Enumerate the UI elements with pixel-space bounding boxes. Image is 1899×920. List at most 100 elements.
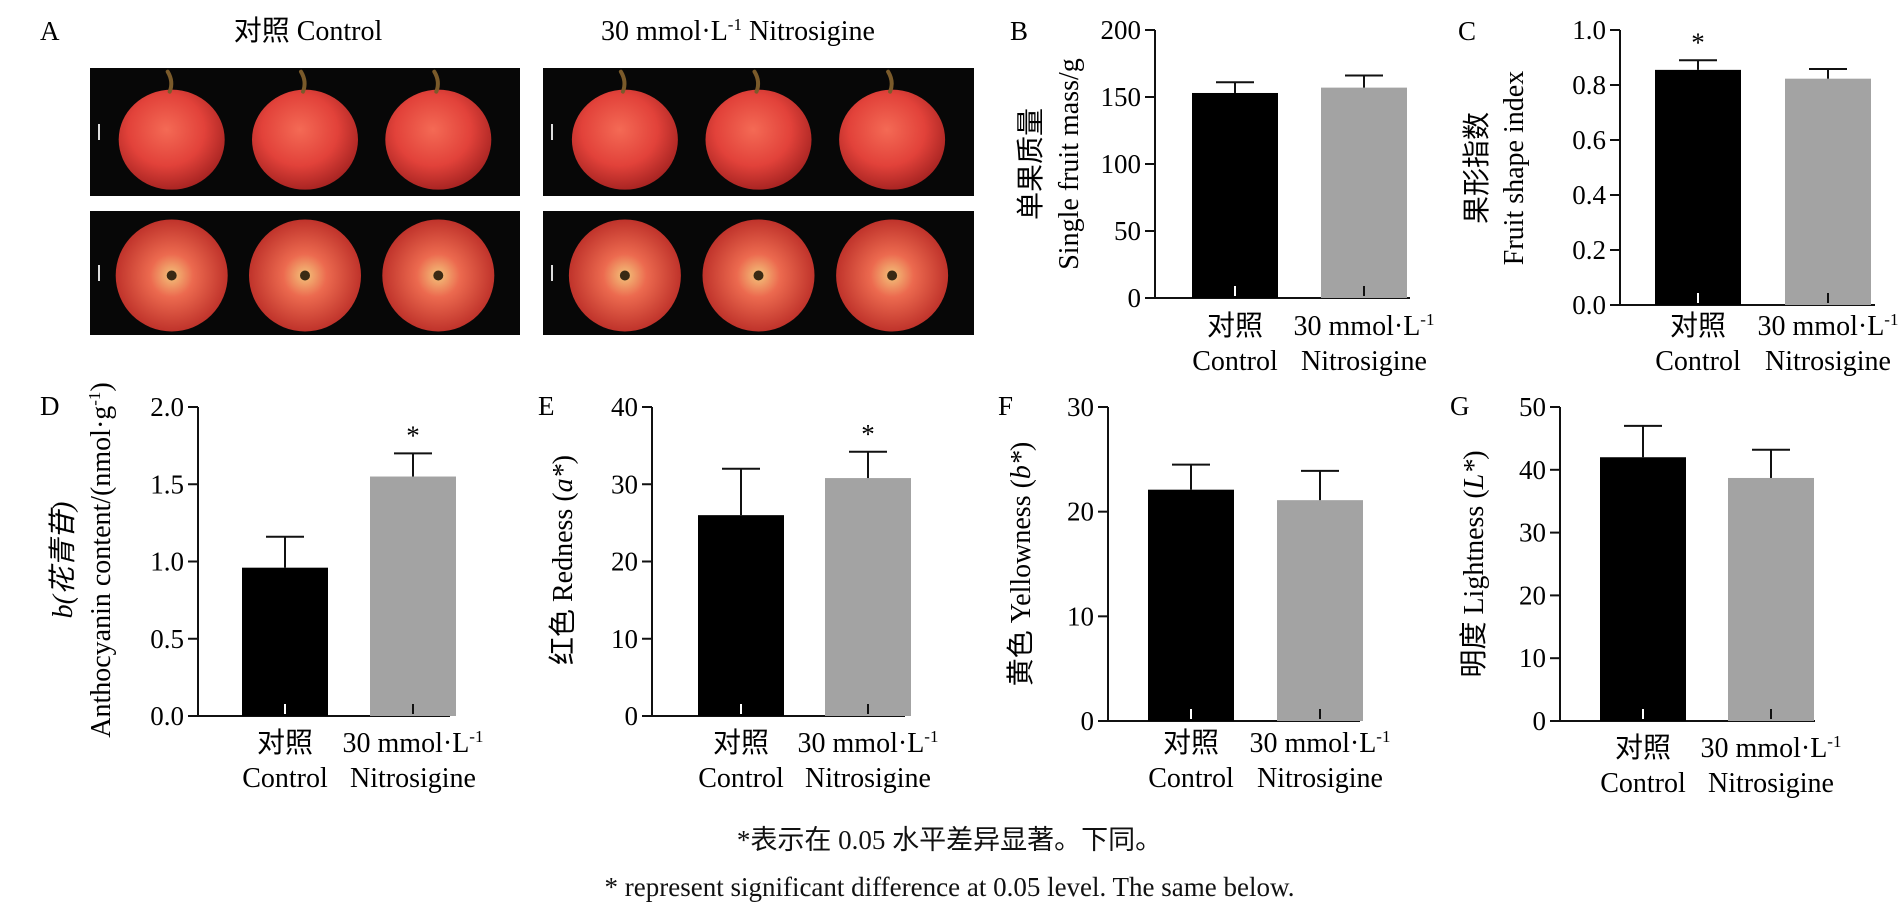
apple-top-view: [249, 219, 361, 332]
x-category-label-en: Nitrosigine: [1708, 768, 1834, 799]
apple-side-view: [705, 69, 812, 190]
y-tick-label: 20: [611, 547, 638, 577]
scale-bar: [551, 124, 553, 140]
y-tick-label: 30: [1067, 392, 1094, 422]
x-category-label: 30 mmol·L-1: [343, 727, 484, 759]
y-tick-label: 20: [1067, 497, 1094, 527]
stem-icon: [299, 69, 307, 94]
apple-top-view: [115, 219, 228, 332]
x-category-label-en: Control: [1600, 768, 1686, 799]
x-category-label-en: Nitrosigine: [350, 763, 476, 794]
bar-control: [1655, 69, 1741, 305]
x-category-label: 对照: [1670, 310, 1726, 342]
y-tick-label: 0: [1128, 283, 1142, 313]
calyx-icon: [300, 270, 310, 281]
y-tick-label: 2.0: [150, 392, 184, 422]
x-category-label-en: Nitrosigine: [1765, 346, 1891, 377]
panel-a-photos: A 对照 Control 30 mmol·L-1 Nitrosigine: [40, 15, 974, 335]
x-category-label-en: Control: [242, 763, 328, 794]
apple-side-view: [571, 69, 678, 190]
chart-d: D 0.0 0.5 1.0 1.5 2.0 对照 Control * 30 mmol·L-1 Nit…: [40, 382, 483, 794]
y-tick-label: 0.0: [150, 701, 184, 731]
y-tick-label: 1.0: [1572, 15, 1606, 45]
y-tick-label: 0.4: [1572, 180, 1606, 210]
bar-treatment: [1321, 87, 1407, 299]
y-tick-label: 0: [1533, 706, 1547, 736]
apple-top-view: [568, 219, 681, 332]
x-category-label-en: Nitrosigine: [1257, 763, 1383, 794]
stem-icon: [432, 69, 440, 94]
apple-side-view: [385, 69, 492, 190]
stem-icon: [752, 69, 761, 94]
y-axis-label-cn: 单果质量: [1015, 108, 1047, 220]
bar-control: [242, 567, 328, 716]
apple-top-view: [702, 219, 815, 332]
bar-control: [1600, 457, 1686, 721]
apple-side-view: [839, 69, 946, 190]
y-tick-label: 0: [625, 701, 639, 731]
bar-treatment: [370, 476, 456, 716]
x-category-label: 对照: [713, 727, 769, 759]
y-tick-label: 40: [1519, 455, 1546, 485]
y-axis-label-en: Single fruit mass/g: [1054, 58, 1085, 270]
stem-icon: [618, 69, 627, 94]
bar-control: [698, 515, 784, 716]
bar-control: [1192, 92, 1278, 298]
panel-letter: F: [998, 391, 1013, 421]
y-tick-label: 0.0: [1572, 290, 1606, 320]
x-category-label-en: Control: [1148, 763, 1234, 794]
stem-icon: [165, 69, 174, 94]
y-tick-label: 0.5: [150, 624, 184, 654]
x-category-label-en: Control: [698, 763, 784, 794]
x-category-label: 30 mmol·L-1: [1701, 732, 1842, 764]
calyx-icon: [433, 270, 444, 281]
x-category-label-en: Control: [1192, 346, 1278, 377]
apple-top-view: [382, 219, 495, 332]
panel-a-letter: A: [40, 16, 60, 46]
x-category-label: 30 mmol·L-1: [798, 727, 939, 759]
chart-g: G 0 10 20 30 40 50 对照 Control 30 mmol·L-1 Nitrosig…: [1450, 391, 1841, 799]
y-axis-label-cn: 果形指数: [1461, 112, 1493, 224]
y-tick-label: 50: [1519, 392, 1546, 422]
y-tick-label: 1.0: [150, 547, 184, 577]
caption-chinese: *表示在 0.05 水平差异显著。下同。: [736, 825, 1163, 855]
x-category-label-en: Nitrosigine: [805, 763, 931, 794]
y-tick-label: 150: [1101, 82, 1142, 112]
stem-icon: [886, 69, 894, 94]
apple-side-view: [118, 69, 225, 190]
chart-c: C 0.0 0.2 0.4 0.6 0.8 1.0 * 对照 Control 30 mmol·L-1…: [1458, 15, 1898, 377]
caption-english: * represent significant difference at 0.…: [604, 872, 1295, 902]
treatment-photo-title: 30 mmol·L-1 Nitrosigine: [601, 15, 875, 47]
scale-bar: [98, 265, 100, 281]
panel-letter: B: [1010, 16, 1028, 46]
y-axis-label: 黄色 Yellowness (b*): [1005, 442, 1037, 687]
y-tick-label: 0.8: [1572, 70, 1606, 100]
panel-letter: C: [1458, 16, 1476, 46]
bar-treatment: [1785, 78, 1871, 305]
calyx-icon: [619, 270, 630, 281]
y-tick-label: 100: [1101, 149, 1142, 179]
x-category-label: 30 mmol·L-1: [1250, 727, 1391, 759]
y-tick-label: 10: [1519, 643, 1546, 673]
panel-letter: D: [40, 391, 60, 421]
x-category-label: 对照: [1163, 727, 1219, 759]
bar-control: [1148, 489, 1234, 721]
x-category-label: 30 mmol·L-1: [1294, 310, 1435, 342]
bar-treatment: [1277, 500, 1363, 721]
y-tick-label: 10: [611, 624, 638, 654]
y-tick-label: 30: [611, 469, 638, 499]
y-tick-label: 20: [1519, 580, 1546, 610]
x-category-label: 对照: [1207, 310, 1263, 342]
control-photo-title: 对照 Control: [234, 15, 383, 47]
scale-bar: [98, 124, 100, 140]
y-axis-label: 红色 Redness (a*): [547, 455, 579, 665]
calyx-icon: [887, 270, 898, 281]
chart-b: B 0 50 100 150 200 对照 Control 30 mmol·L-1 Nitrosi…: [1010, 15, 1434, 377]
apple-top-view: [836, 219, 949, 332]
y-axis-label-line1: b(花青苷): [48, 502, 79, 619]
calyx-icon: [166, 270, 177, 281]
significance-star: *: [861, 419, 875, 449]
panel-letter: G: [1450, 391, 1470, 421]
x-category-label: 30 mmol·L-1: [1758, 310, 1899, 342]
